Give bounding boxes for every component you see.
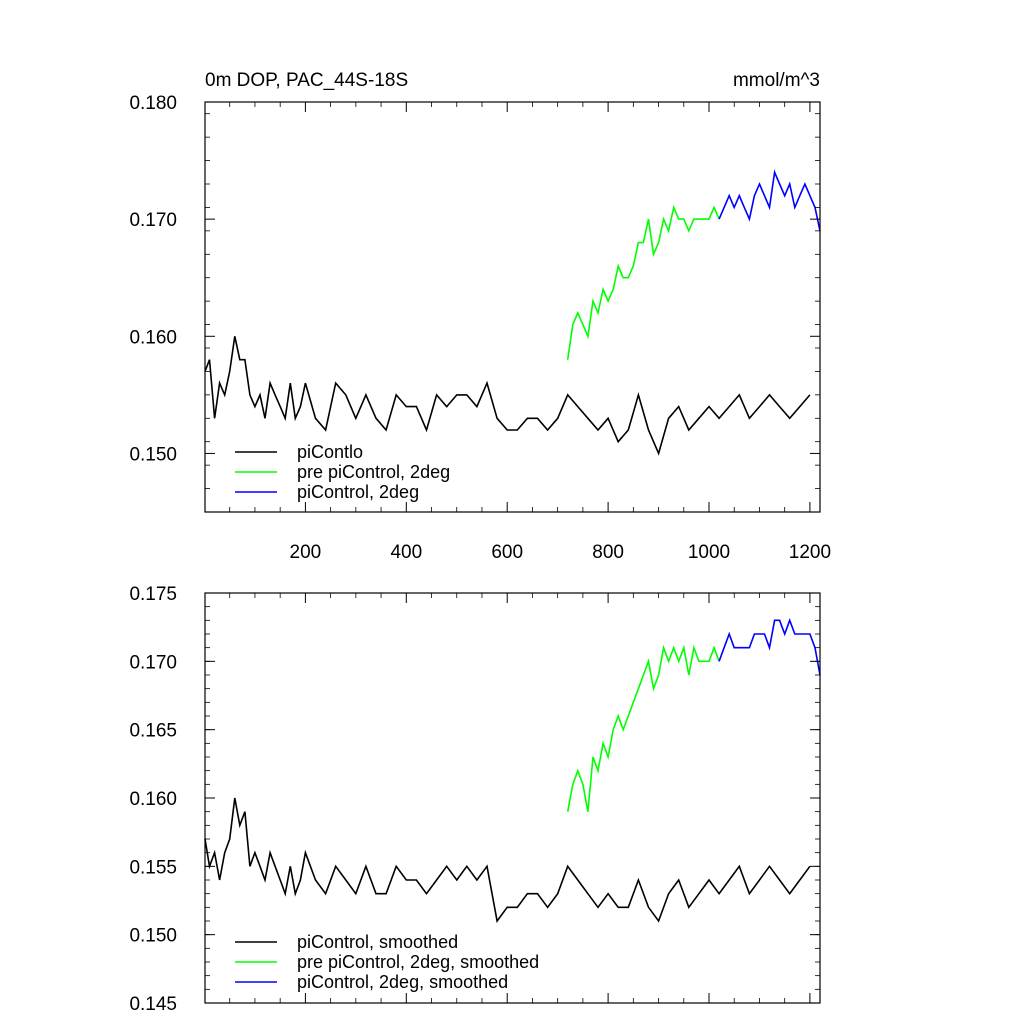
y-tick-label: 0.165 bbox=[129, 721, 177, 742]
series-line-2 bbox=[566, 204, 720, 360]
x-tick-label: 600 bbox=[491, 542, 523, 563]
y-tick-label: 0.175 bbox=[129, 584, 177, 605]
panel-1: 0.150 0.160 0.170 0.180 200 400 600 800 1000 1200… bbox=[129, 93, 831, 563]
y-tick-label: 0.150 bbox=[129, 926, 177, 947]
legend-label: piControl, 2deg, smoothed bbox=[297, 972, 508, 992]
legend-label: piControl, 2deg bbox=[297, 482, 419, 502]
series-line-2 bbox=[566, 644, 720, 812]
y-tick-label: 0.145 bbox=[129, 994, 177, 1015]
y-tick-label: 0.155 bbox=[129, 857, 177, 878]
series-line-3 bbox=[718, 617, 821, 676]
panel-2: 0.145 0.150 0.155 0.160 0.165 0.170 0.175 piCon… bbox=[129, 584, 821, 1015]
legend-label: pre piControl, 2deg bbox=[297, 462, 450, 482]
x-tick-label: 800 bbox=[592, 542, 624, 563]
x-tick-label: 1000 bbox=[688, 542, 730, 563]
series-line-3 bbox=[718, 169, 821, 232]
y-tick-label: 0.160 bbox=[129, 327, 177, 348]
x-tick-label: 1200 bbox=[789, 542, 831, 563]
y-tick-label: 0.150 bbox=[129, 444, 177, 465]
series-line-1 bbox=[204, 336, 811, 456]
legend-label: piControl, smoothed bbox=[297, 932, 458, 952]
units-label: mmol/m^3 bbox=[733, 70, 820, 91]
x-tick-label: 200 bbox=[290, 542, 322, 563]
y-tick-label: 0.170 bbox=[129, 210, 177, 231]
page-title: 0m DOP, PAC_44S-18S bbox=[205, 70, 408, 91]
x-tick-label: 400 bbox=[390, 542, 422, 563]
plot-frame bbox=[204, 101, 821, 513]
y-tick-label: 0.160 bbox=[129, 789, 177, 810]
legend-label: pre piControl, 2deg, smoothed bbox=[297, 952, 539, 972]
y-tick-label: 0.170 bbox=[129, 652, 177, 673]
y-tick-label: 0.180 bbox=[129, 93, 177, 114]
legend-label: piContlo bbox=[297, 442, 363, 462]
series-line-1 bbox=[204, 797, 811, 923]
